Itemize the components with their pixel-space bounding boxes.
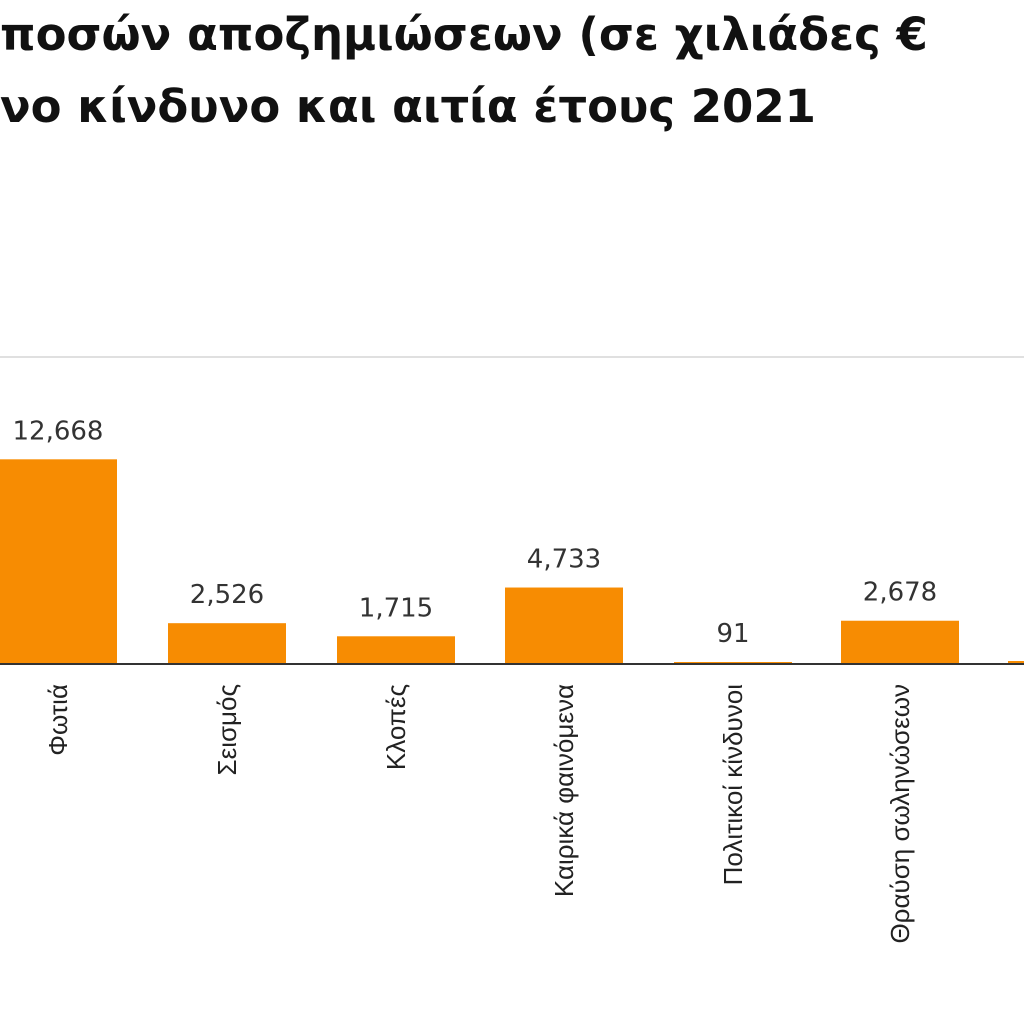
category-label-3: Καιρικά φαινόμενα bbox=[549, 684, 579, 897]
chart-title: ποσών αποζημιώσεων (σε χιλιάδες € νο κίν… bbox=[0, 0, 1024, 150]
bar-3 bbox=[505, 587, 623, 664]
data-label-1: 2,526 bbox=[190, 580, 264, 610]
data-label-2: 1,715 bbox=[359, 593, 433, 623]
category-label-1: Σεισμός bbox=[212, 684, 242, 775]
category-label-2: Κλοπές bbox=[381, 684, 411, 770]
data-label-3: 4,733 bbox=[527, 545, 601, 575]
chart-title-line-2: νο κίνδυνο και αιτία έτους 2021 bbox=[0, 80, 816, 133]
labels-layer: 12,668 Φωτιά 2,526 Σεισμός 1,715 Κλοπές 4,733 Κ… bbox=[13, 416, 938, 943]
bars-layer bbox=[0, 459, 959, 664]
chart-title-line-1: ποσών αποζημιώσεων (σε χιλιάδες € bbox=[0, 8, 928, 61]
data-label-0: 12,668 bbox=[13, 416, 104, 446]
bar-0 bbox=[0, 459, 117, 664]
bar-2 bbox=[337, 636, 455, 664]
data-label-4: 91 bbox=[716, 619, 749, 649]
category-label-4: Πολιτικοί κίνδυνοι bbox=[718, 684, 748, 886]
category-label-0: Φωτιά bbox=[43, 684, 73, 756]
category-label-5: Θραύση σωληνώσεων bbox=[885, 684, 915, 944]
bar-1 bbox=[168, 623, 286, 664]
data-label-5: 2,678 bbox=[863, 578, 937, 608]
bar-5 bbox=[841, 620, 959, 664]
